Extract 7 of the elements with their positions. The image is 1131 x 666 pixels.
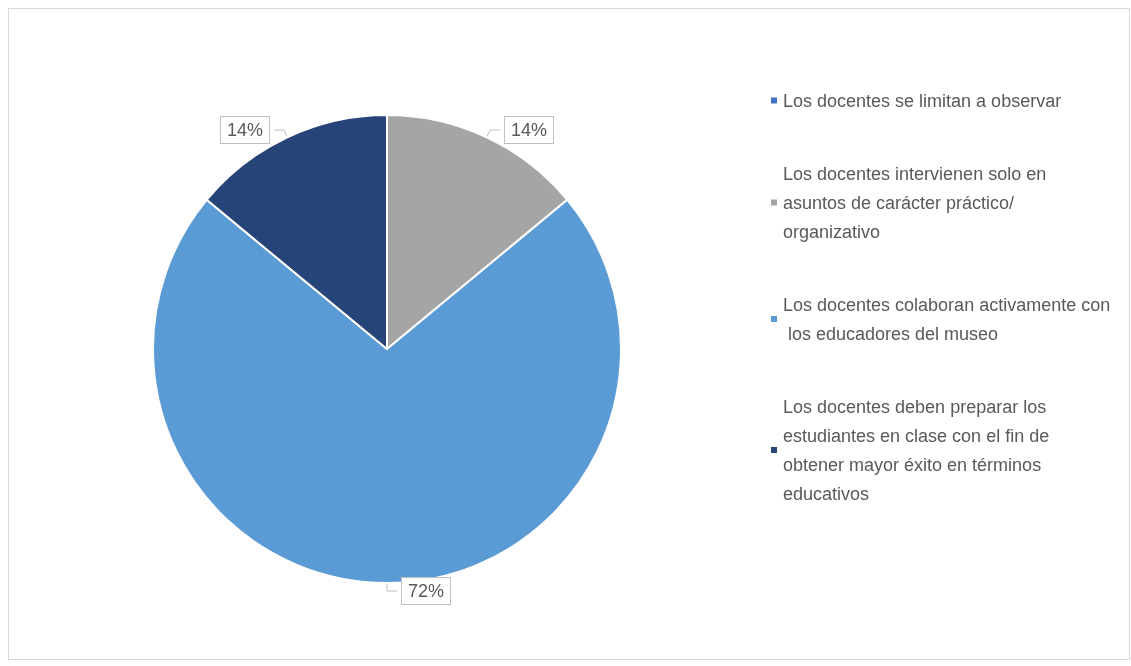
data-label: 72%	[408, 581, 445, 601]
legend-label: Los docentes colaboran activamente con los educadores del museo	[783, 294, 1111, 344]
data-label: 14%	[511, 120, 548, 141]
legend-label: Los docentes deben preparar los estudiantes en clase con el fin de obtener mayor éxito en términos educativos	[783, 396, 1055, 504]
legend-label: Los docentes se limitan a observar	[783, 90, 1062, 111]
data-label: 14%	[226, 120, 263, 141]
legend-label: Los docentes intervienen solo en asuntos de carácter práctico/organizativo	[783, 163, 1052, 242]
